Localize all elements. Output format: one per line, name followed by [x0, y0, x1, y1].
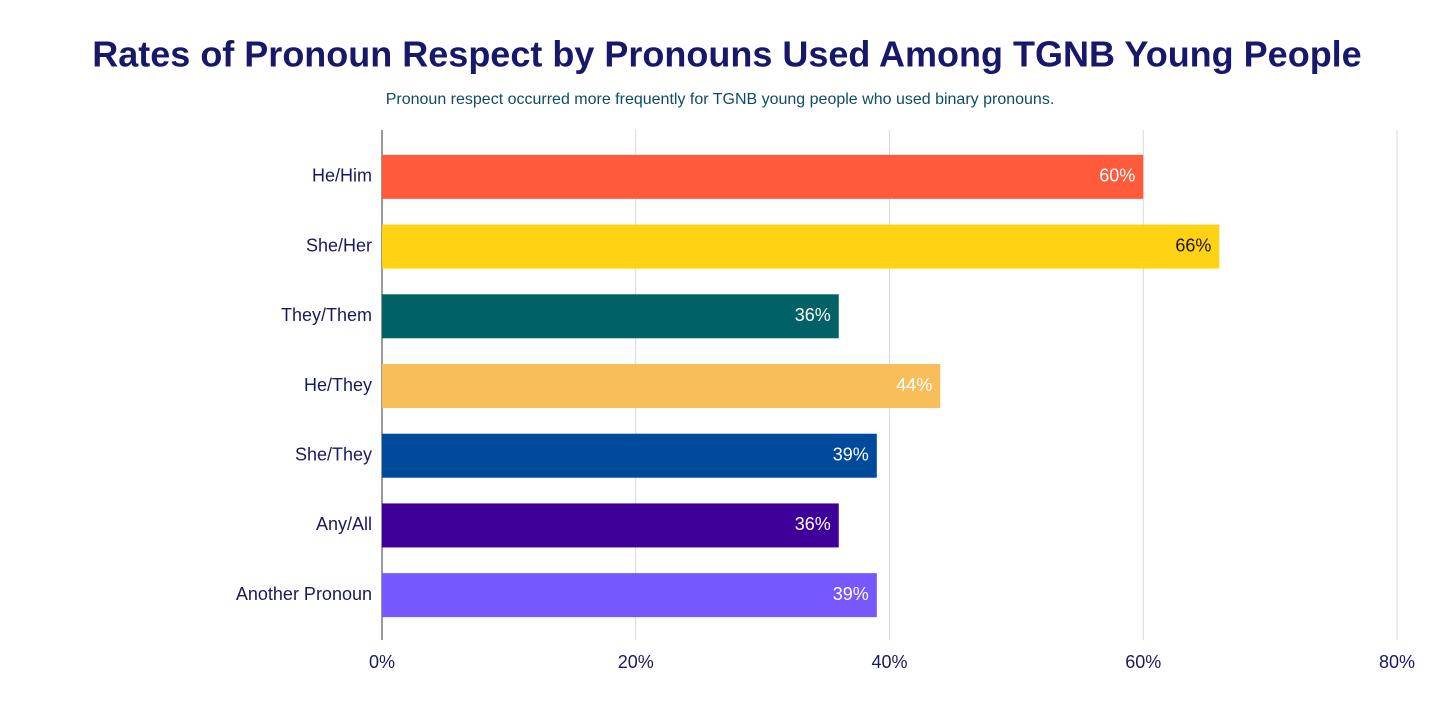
y-tick-label: She/Her [306, 235, 372, 255]
chart-subtitle: Pronoun respect occurred more frequently… [386, 91, 1055, 108]
y-tick-label: He/Him [312, 166, 372, 186]
y-tick-label: Another Pronoun [236, 584, 372, 604]
value-label: 39% [833, 584, 869, 604]
value-label: 60% [1099, 166, 1135, 186]
value-label: 36% [795, 305, 831, 325]
x-tick-label: 60% [1125, 652, 1161, 672]
bar [382, 573, 877, 618]
y-tick-label: He/They [304, 375, 372, 395]
chart-title: Rates of Pronoun Respect by Pronouns Use… [92, 34, 1361, 75]
x-tick-label: 0% [369, 652, 395, 672]
x-tick-label: 40% [871, 652, 907, 672]
bar [382, 503, 839, 548]
x-tick-label: 80% [1379, 652, 1415, 672]
y-tick-label: She/They [295, 444, 372, 464]
bar [382, 154, 1144, 199]
y-tick-label: Any/All [316, 514, 372, 534]
value-label: 36% [795, 514, 831, 534]
value-label: 66% [1175, 235, 1211, 255]
value-label: 39% [833, 444, 869, 464]
bar [382, 433, 877, 478]
value-label: 44% [896, 375, 932, 395]
y-tick-label: They/Them [281, 305, 372, 325]
bar [382, 364, 941, 408]
bar [382, 294, 839, 339]
bar [382, 224, 1220, 269]
x-tick-label: 20% [618, 652, 654, 672]
